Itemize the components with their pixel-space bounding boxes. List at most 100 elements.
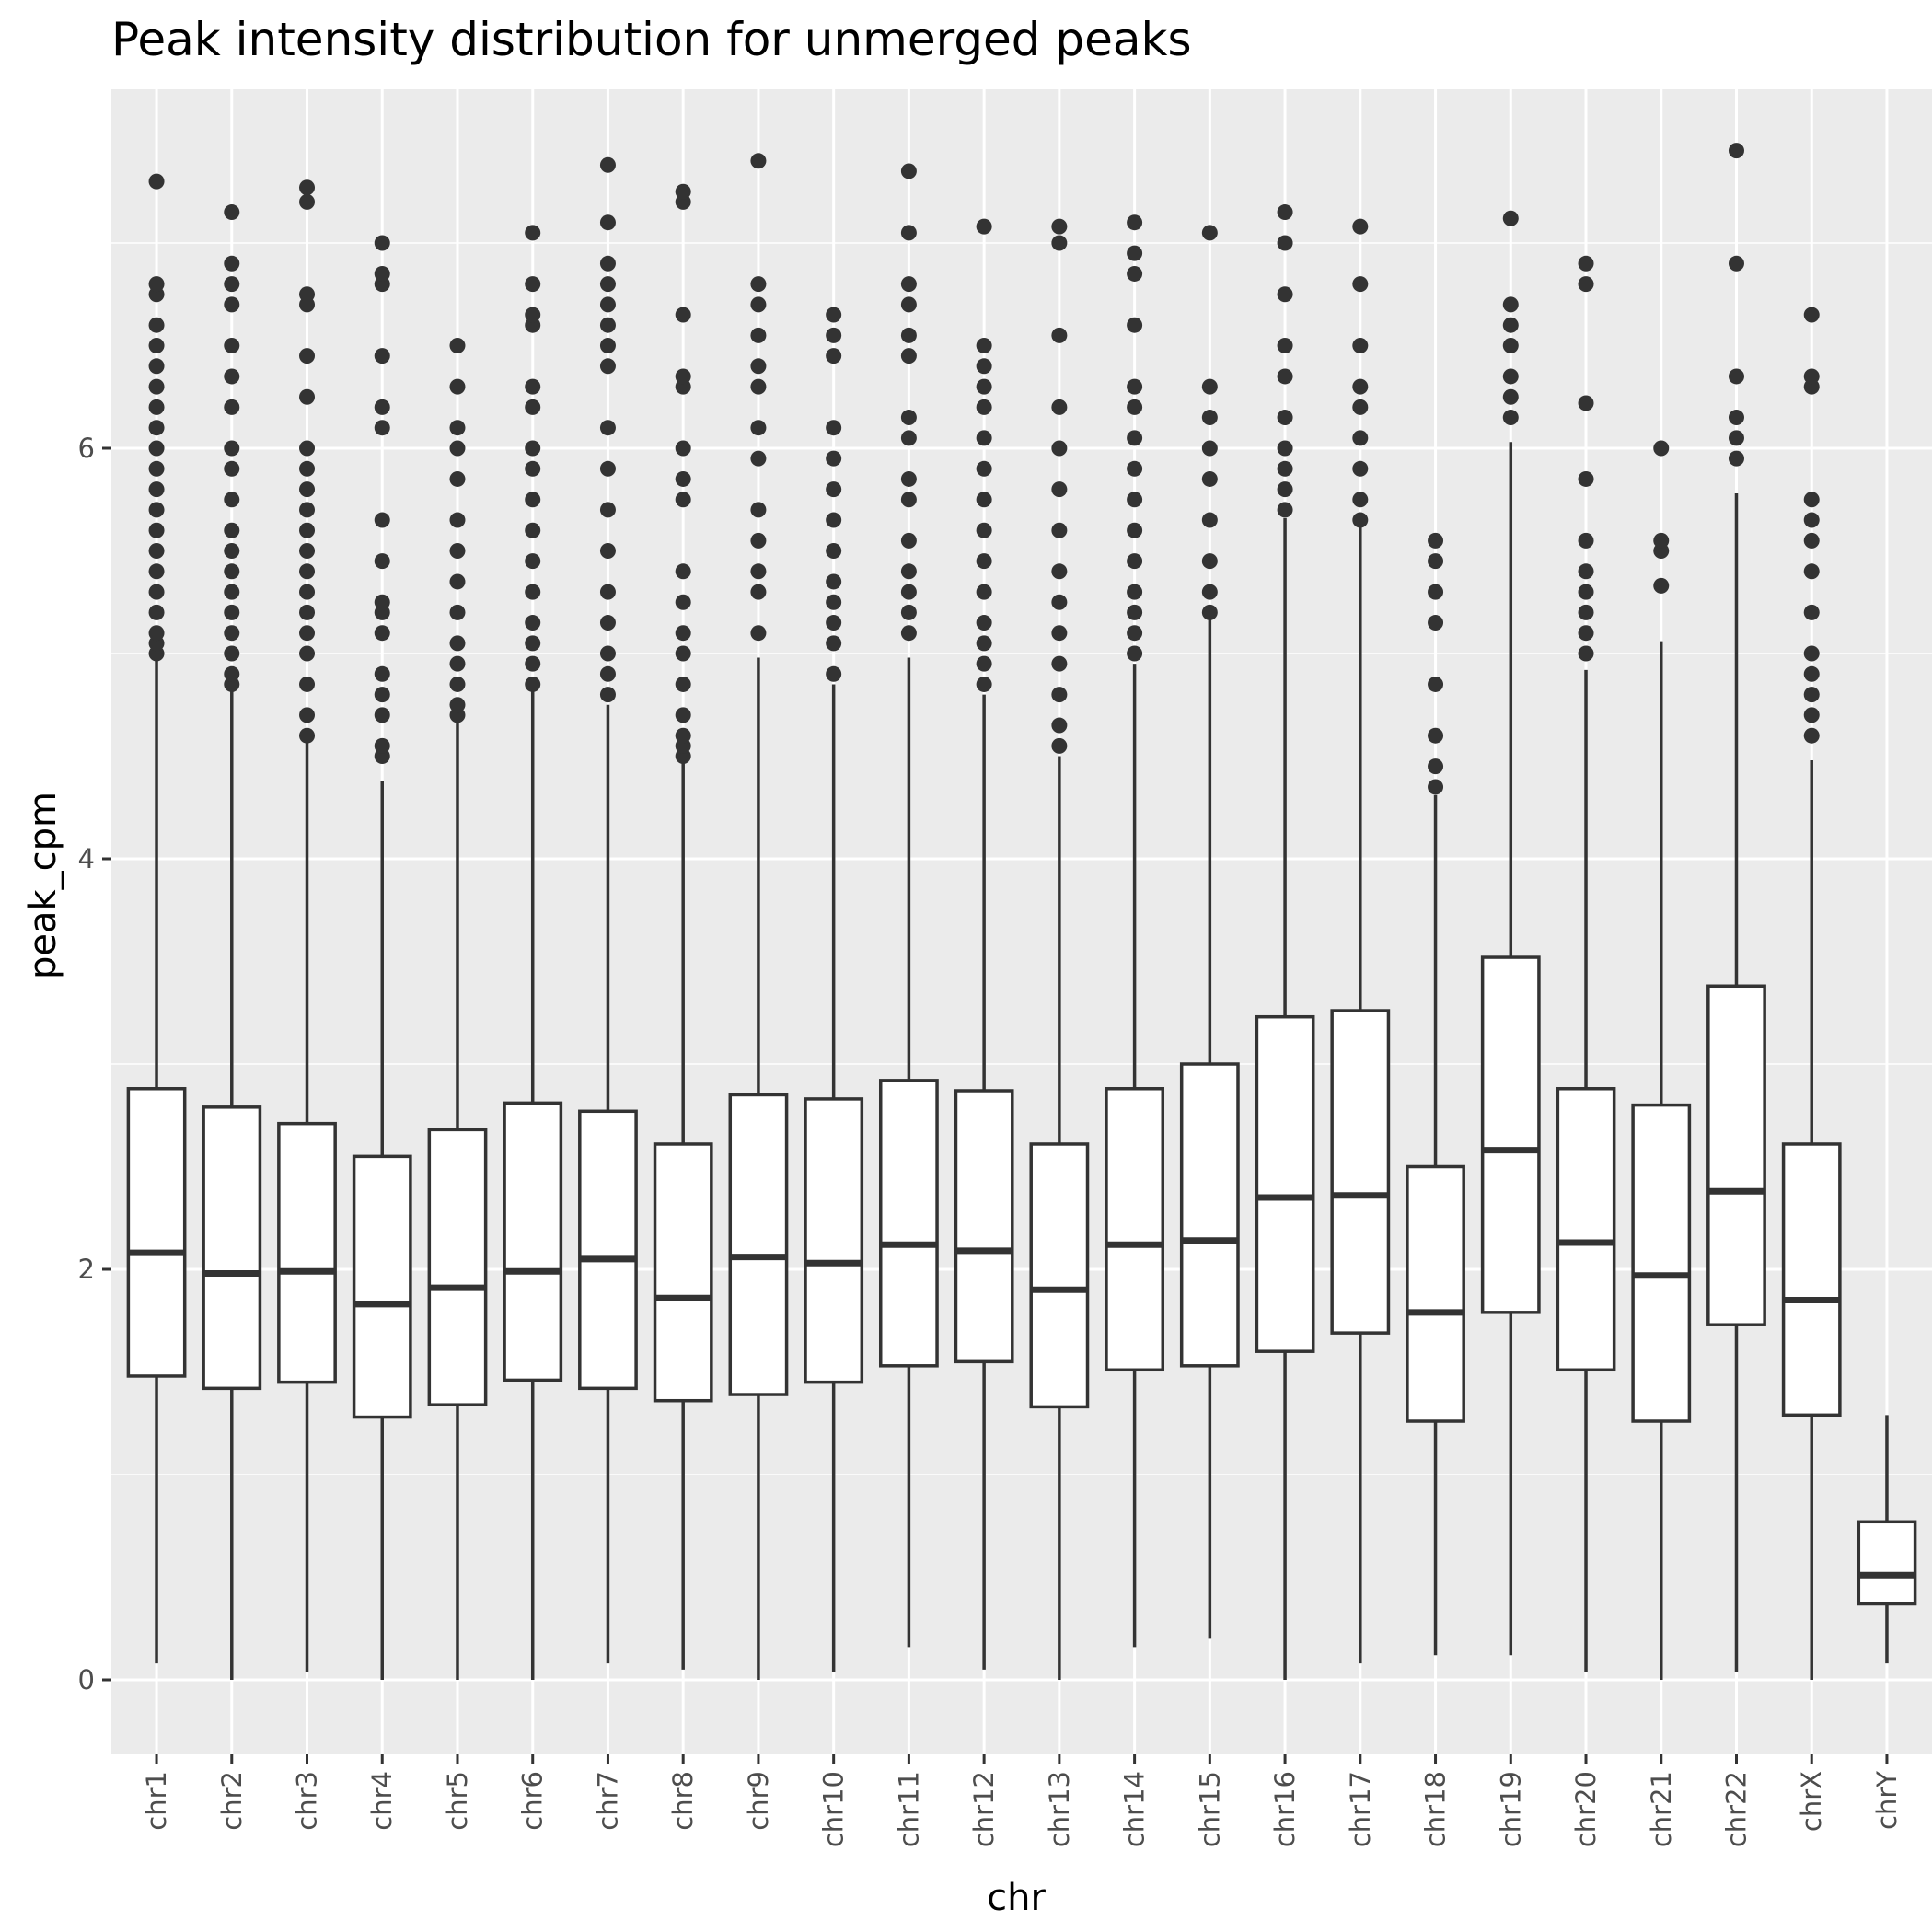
outlier-point — [1728, 430, 1744, 446]
x-tick-label: chr9 — [743, 1771, 774, 1831]
outlier-point — [1127, 553, 1143, 570]
outlier-point — [449, 604, 466, 620]
box-iqr — [878, 1079, 939, 1368]
outlier-point — [224, 255, 240, 272]
outlier-point — [1803, 727, 1820, 744]
box-iqr — [1480, 955, 1541, 1314]
outlier-point — [525, 553, 541, 570]
outlier-point — [299, 645, 316, 662]
outlier-point — [750, 502, 767, 518]
outlier-point — [299, 727, 316, 744]
outlier-point — [148, 625, 165, 642]
outlier-point — [976, 399, 992, 415]
outlier-point — [224, 522, 240, 538]
outlier-point — [299, 676, 316, 692]
outlier-point — [525, 492, 541, 508]
outlier-point — [675, 470, 691, 487]
outlier-point — [826, 615, 842, 631]
outlier-point — [299, 502, 316, 518]
outlier-point — [599, 460, 616, 477]
outlier-point — [599, 317, 616, 333]
outlier-point — [1502, 317, 1519, 333]
outlier-point — [1578, 625, 1594, 642]
outlier-point — [374, 594, 390, 610]
outlier-point — [675, 676, 691, 692]
outlier-point — [750, 276, 767, 293]
outlier-point — [1803, 707, 1820, 723]
outlier-point — [1502, 210, 1519, 226]
box-chr6 — [503, 225, 563, 1680]
outlier-point — [1578, 255, 1594, 272]
outlier-point — [148, 563, 165, 580]
outlier-point — [900, 276, 917, 293]
outlier-point — [1578, 276, 1594, 293]
outlier-point — [1051, 522, 1068, 538]
outlier-point — [1803, 645, 1820, 662]
outlier-point — [1051, 594, 1068, 610]
outlier-point — [675, 492, 691, 508]
outlier-point — [900, 348, 917, 364]
outlier-point — [1277, 440, 1293, 457]
outlier-point — [148, 440, 165, 457]
outlier-point — [1653, 577, 1670, 594]
outlier-point — [525, 399, 541, 415]
box-chr10 — [804, 307, 864, 1672]
box-chr17 — [1330, 218, 1391, 1664]
outlier-point — [1578, 584, 1594, 600]
outlier-point — [1201, 604, 1218, 620]
box-iqr — [653, 1142, 713, 1403]
outlier-point — [299, 348, 316, 364]
outlier-point — [826, 512, 842, 528]
outlier-point — [1201, 410, 1218, 426]
box-iqr — [427, 1128, 488, 1406]
outlier-point — [750, 532, 767, 549]
box-iqr — [728, 1093, 789, 1396]
outlier-point — [1352, 218, 1369, 235]
outlier-point — [299, 543, 316, 559]
outlier-point — [1127, 265, 1143, 282]
outlier-point — [224, 399, 240, 415]
outlier-point — [1277, 286, 1293, 303]
outlier-point — [1127, 645, 1143, 662]
outlier-point — [1352, 512, 1369, 528]
outlier-point — [1352, 492, 1369, 508]
box-chr15 — [1179, 225, 1240, 1639]
outlier-point — [750, 358, 767, 375]
outlier-point — [449, 655, 466, 672]
outlier-point — [900, 327, 917, 343]
outlier-point — [525, 276, 541, 293]
outlier-point — [449, 573, 466, 590]
outlier-point — [599, 276, 616, 293]
y-axis: 0 2 4 6 — [78, 433, 111, 1695]
outlier-point — [224, 368, 240, 385]
outlier-point — [299, 286, 316, 303]
outlier-point — [750, 420, 767, 436]
outlier-point — [224, 296, 240, 313]
outlier-point — [750, 327, 767, 343]
outlier-point — [148, 420, 165, 436]
outlier-point — [374, 707, 390, 723]
outlier-point — [148, 584, 165, 600]
outlier-point — [599, 214, 616, 231]
outlier-point — [976, 584, 992, 600]
outlier-point — [1803, 368, 1820, 385]
outlier-point — [976, 635, 992, 652]
outlier-point — [900, 492, 917, 508]
outlier-point — [900, 163, 917, 179]
outlier-point — [299, 584, 316, 600]
box-chr12 — [954, 218, 1014, 1670]
outlier-point — [148, 502, 165, 518]
outlier-point — [900, 410, 917, 426]
box-chr13 — [1029, 218, 1090, 1680]
box-chr16 — [1255, 204, 1315, 1680]
outlier-point — [299, 481, 316, 498]
box-chr1 — [126, 173, 187, 1664]
outlier-point — [449, 420, 466, 436]
outlier-point — [148, 604, 165, 620]
outlier-point — [1803, 687, 1820, 703]
outlier-point — [599, 502, 616, 518]
outlier-point — [675, 645, 691, 662]
box-chr21 — [1631, 440, 1692, 1680]
outlier-point — [750, 296, 767, 313]
outlier-point — [449, 378, 466, 395]
